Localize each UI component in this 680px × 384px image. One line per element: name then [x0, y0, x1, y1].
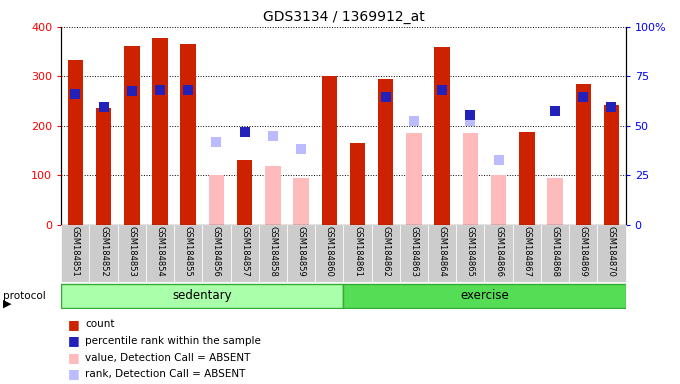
- Bar: [174, 225, 203, 282]
- Title: GDS3134 / 1369912_at: GDS3134 / 1369912_at: [262, 10, 424, 25]
- Bar: [293, 178, 309, 225]
- Point: [437, 87, 447, 93]
- Text: GSM184862: GSM184862: [381, 227, 390, 277]
- Text: GSM184856: GSM184856: [212, 227, 221, 277]
- Point: [578, 94, 589, 100]
- Text: GSM184855: GSM184855: [184, 227, 192, 277]
- Point: [493, 157, 504, 164]
- Point: [267, 132, 278, 139]
- Point: [211, 139, 222, 145]
- Point: [183, 87, 194, 93]
- Text: GSM184864: GSM184864: [438, 227, 447, 277]
- Bar: [237, 161, 252, 225]
- Text: ■: ■: [68, 318, 80, 331]
- Text: count: count: [85, 319, 114, 329]
- Text: GSM184858: GSM184858: [269, 227, 277, 277]
- Text: exercise: exercise: [460, 289, 509, 302]
- Bar: [202, 225, 231, 282]
- Point: [465, 112, 476, 118]
- Bar: [209, 175, 224, 225]
- Point: [380, 94, 391, 100]
- Point: [239, 129, 250, 135]
- Bar: [575, 84, 591, 225]
- Text: GSM184866: GSM184866: [494, 227, 503, 277]
- Text: GSM184870: GSM184870: [607, 227, 616, 277]
- Bar: [462, 133, 478, 225]
- Bar: [343, 225, 371, 282]
- Bar: [428, 225, 456, 282]
- Bar: [96, 108, 112, 225]
- Text: percentile rank within the sample: percentile rank within the sample: [85, 336, 261, 346]
- Bar: [89, 225, 118, 282]
- Bar: [231, 225, 258, 282]
- Text: GSM184860: GSM184860: [325, 227, 334, 277]
- Bar: [569, 225, 597, 282]
- Text: value, Detection Call = ABSENT: value, Detection Call = ABSENT: [85, 353, 250, 362]
- Text: GSM184869: GSM184869: [579, 227, 588, 277]
- Bar: [152, 38, 168, 225]
- Text: GSM184863: GSM184863: [409, 227, 418, 277]
- Bar: [146, 225, 174, 282]
- Point: [409, 118, 420, 124]
- Bar: [315, 225, 343, 282]
- Text: sedentary: sedentary: [173, 289, 232, 302]
- Text: ▶: ▶: [3, 298, 12, 308]
- Bar: [484, 225, 513, 282]
- Text: GSM184859: GSM184859: [296, 227, 305, 277]
- Bar: [604, 105, 619, 225]
- Bar: [287, 225, 315, 282]
- Bar: [406, 133, 422, 225]
- Bar: [322, 76, 337, 225]
- Bar: [61, 283, 343, 308]
- Bar: [456, 225, 484, 282]
- Point: [70, 91, 81, 97]
- Point: [98, 104, 109, 110]
- Text: GSM184853: GSM184853: [127, 227, 136, 277]
- Point: [296, 146, 307, 152]
- Bar: [519, 132, 534, 225]
- Point: [549, 108, 560, 114]
- Text: protocol: protocol: [3, 291, 46, 301]
- Bar: [67, 61, 83, 225]
- Text: GSM184868: GSM184868: [551, 227, 560, 277]
- Text: GSM184857: GSM184857: [240, 227, 249, 277]
- Text: ■: ■: [68, 351, 80, 364]
- Point: [606, 104, 617, 110]
- Text: GSM184861: GSM184861: [353, 227, 362, 277]
- Bar: [400, 225, 428, 282]
- Text: GSM184851: GSM184851: [71, 227, 80, 277]
- Bar: [118, 225, 146, 282]
- Bar: [61, 225, 89, 282]
- Bar: [258, 225, 287, 282]
- Point: [154, 87, 165, 93]
- Bar: [124, 46, 139, 225]
- Bar: [371, 225, 400, 282]
- Bar: [265, 166, 281, 225]
- Bar: [547, 178, 563, 225]
- Text: GSM184865: GSM184865: [466, 227, 475, 277]
- Text: ■: ■: [68, 367, 80, 381]
- Text: GSM184867: GSM184867: [522, 227, 531, 277]
- Text: ■: ■: [68, 334, 80, 348]
- Bar: [513, 225, 541, 282]
- Bar: [491, 175, 507, 225]
- Bar: [435, 47, 450, 225]
- Text: GSM184854: GSM184854: [156, 227, 165, 277]
- Bar: [378, 79, 394, 225]
- Point: [126, 88, 137, 94]
- Bar: [350, 143, 365, 225]
- Bar: [343, 283, 626, 308]
- Text: rank, Detection Call = ABSENT: rank, Detection Call = ABSENT: [85, 369, 245, 379]
- Bar: [180, 44, 196, 225]
- Text: GSM184852: GSM184852: [99, 227, 108, 277]
- Point: [465, 118, 476, 124]
- Bar: [541, 225, 569, 282]
- Bar: [597, 225, 626, 282]
